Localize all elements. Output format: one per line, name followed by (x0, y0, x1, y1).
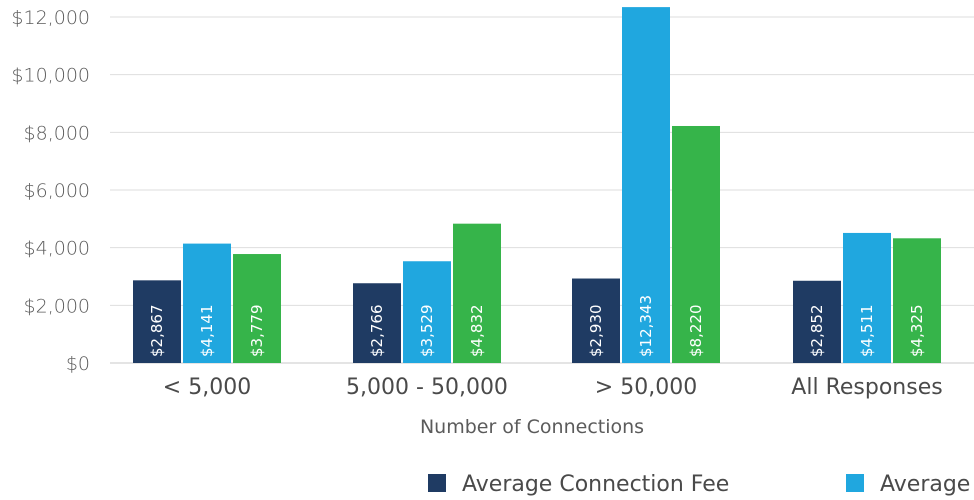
bar (353, 283, 401, 363)
y-tick-label: $4,000 (24, 238, 90, 260)
bar (572, 278, 620, 363)
data-label: $4,511 (858, 305, 876, 358)
bar (793, 280, 841, 363)
legend-swatch (846, 474, 864, 492)
y-tick-label: $10,000 (11, 65, 90, 87)
data-labels: $2,867 $4,141 $3,779 $2,766 $3,529 $4,832 $2,9… (148, 295, 926, 357)
bar (403, 261, 451, 363)
bar (453, 223, 501, 363)
data-label: $8,220 (687, 305, 705, 358)
bar (233, 254, 281, 363)
y-tick-label: $8,000 (24, 122, 90, 144)
bars (133, 7, 941, 364)
data-label: $2,852 (808, 305, 826, 358)
x-category-label: > 50,000 (595, 375, 697, 400)
y-tick-label: $2,000 (24, 295, 90, 317)
y-tick-label: $0 (66, 353, 90, 375)
data-label: $12,343 (637, 295, 655, 357)
bar (672, 125, 720, 364)
legend: Average Connection Fee Average (428, 472, 970, 497)
y-tick-label: $12,000 (11, 7, 90, 29)
data-label: $2,867 (148, 305, 166, 358)
data-label: $2,766 (368, 305, 386, 358)
x-category-label: All Responses (791, 375, 942, 400)
legend-label: Average (880, 472, 970, 497)
legend-label: Average Connection Fee (462, 472, 729, 497)
y-tick-label: $6,000 (24, 180, 90, 202)
bar (622, 7, 670, 363)
data-label: $2,930 (587, 305, 605, 358)
data-label: $4,141 (198, 305, 216, 358)
legend-swatch (428, 474, 446, 492)
x-category-label: 5,000 - 50,000 (346, 375, 508, 400)
data-label: $4,832 (468, 305, 486, 358)
bar (893, 238, 941, 363)
y-axis-ticks: $0 $2,000 $4,000 $6,000 $8,000 $10,000 $12,000 (11, 7, 90, 375)
bar (133, 280, 181, 363)
data-label: $4,325 (908, 305, 926, 358)
x-axis-label: Number of Connections (420, 416, 644, 438)
x-axis-categories: < 5,000 5,000 - 50,000 > 50,000 All Respons… (163, 375, 943, 400)
data-label: $3,779 (248, 305, 266, 358)
bar (183, 243, 231, 363)
x-category-label: < 5,000 (163, 375, 251, 400)
data-label: $3,529 (418, 305, 436, 358)
bar (843, 232, 891, 363)
